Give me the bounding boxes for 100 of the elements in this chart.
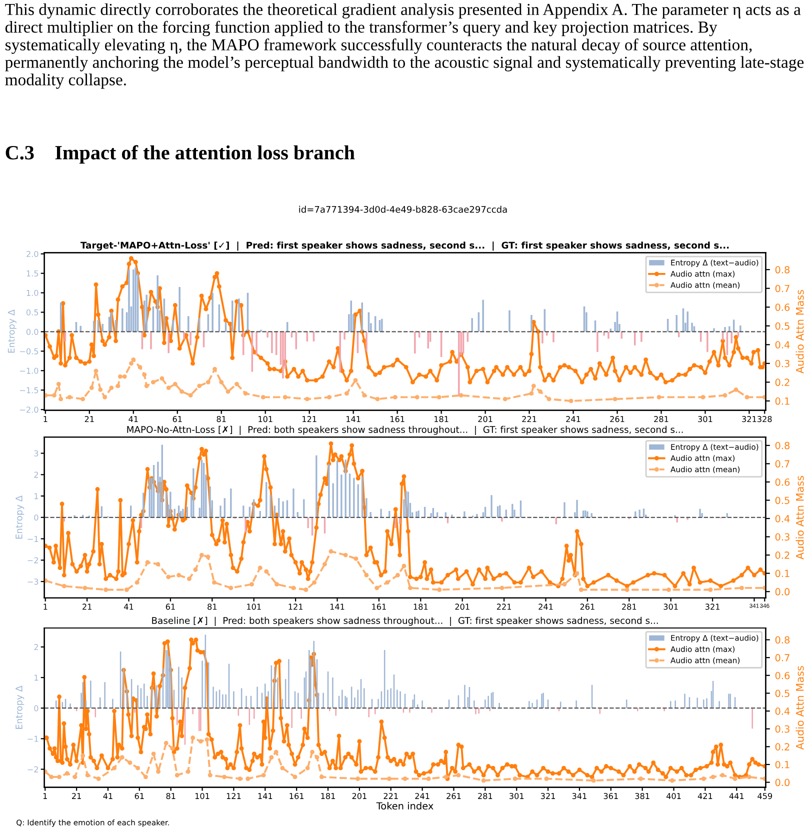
x-tick-label: 441 bbox=[729, 793, 744, 799]
x-tick-label: 301 bbox=[510, 792, 524, 800]
x-tick-label: 121 bbox=[226, 792, 241, 799]
y2-tick-label: 0.5 bbox=[775, 690, 790, 698]
x-tick-label: 381 bbox=[635, 792, 650, 800]
x-tick-label: 301 bbox=[664, 604, 678, 610]
chart-title: Target-'MAPO+Attn-Loss' [✓] | Pred: first speaker shows sadness, second s... | GT: first speaker shows sadness, second s... bbox=[80, 242, 729, 251]
x-tick-label: 141 bbox=[330, 604, 344, 610]
y2-tick-label: 0.6 bbox=[775, 304, 790, 311]
x-tick-label: 201 bbox=[478, 416, 492, 422]
x-axis-title: Token index bbox=[376, 802, 434, 810]
x-tick-label: 201 bbox=[352, 792, 366, 800]
x-tick-label: 459 bbox=[758, 792, 772, 800]
y2-tick-label: 0.1 bbox=[775, 570, 790, 578]
y-axis-title: Entropy Δ bbox=[16, 686, 24, 729]
x-tick-label: 81 bbox=[208, 604, 217, 610]
y2-tick-label: 0.3 bbox=[775, 360, 790, 368]
y2-tick-label: 0.5 bbox=[775, 322, 790, 330]
y2-axis-title: Audio Attn Mass bbox=[796, 290, 804, 374]
y2-tick-label: 0.7 bbox=[775, 284, 790, 292]
x-tick-label: 321 bbox=[742, 416, 756, 422]
x-tick-label: 41 bbox=[124, 604, 134, 610]
y2-tick-label: 0.4 bbox=[775, 708, 790, 715]
x-tick-label: 201 bbox=[455, 604, 470, 610]
x-tick-label: 101 bbox=[247, 604, 261, 610]
x-tick-label: 261 bbox=[610, 416, 624, 422]
x-tick-label: 241 bbox=[566, 416, 580, 422]
y2-tick-label: 0.6 bbox=[775, 478, 790, 486]
y-tick-label: 0 bbox=[34, 514, 38, 521]
x-tick-label: 101 bbox=[195, 792, 210, 800]
x-tick-label: 81 bbox=[166, 792, 176, 800]
x-tick-label: 81 bbox=[216, 416, 226, 422]
x-tick-label: 181 bbox=[414, 604, 428, 610]
x-tick-label: 221 bbox=[522, 416, 536, 422]
y-tick-label: 1 bbox=[34, 493, 38, 500]
x-tick-label: 328 bbox=[758, 416, 772, 422]
chart-title: MAPO-No-Attn-Loss [✗] | Pred: both speakers show sadness throughout... | GT: first speaker shows sadness, second s... bbox=[127, 426, 683, 436]
y-tick-label: 2 bbox=[34, 644, 38, 650]
y-tick-label: 0 bbox=[34, 705, 38, 712]
y2-tick-label: 0.1 bbox=[775, 760, 790, 768]
x-tick-label: 161 bbox=[372, 604, 386, 610]
y-tick-label: 3 bbox=[34, 450, 38, 456]
text: This dynamic directly corroborates the theoretical gradient analysis presented in Appendix A. The parameter η acts as a direct multiplier on the forcing function applied to the transformer’s query and key projection matrices. By systematically elevating η, the MAPO framework successfully counteracts the natural decay of source attention, permanently anchoring the model’s perceptual bandwidth to the acoustic signal and systematically preventing late-stage modality collapse. bbox=[5, 3, 804, 89]
y-tick-label: 2.0 bbox=[26, 250, 38, 258]
x-tick-label: 401 bbox=[666, 792, 681, 800]
y-tick-label: 1.5 bbox=[26, 270, 38, 277]
x-tick-label: 181 bbox=[321, 792, 335, 800]
x-tick-label: 101 bbox=[258, 416, 272, 422]
x-tick-label: 181 bbox=[434, 416, 448, 422]
x-tick-label: 41 bbox=[103, 793, 112, 799]
y-axis-title: Entropy Δ bbox=[8, 310, 16, 353]
chart-title: Baseline [✗] | Pred: both speakers show sadness throughout... | GT: first speaker shows sadness, second s... bbox=[152, 616, 658, 626]
y2-tick-label: 0.3 bbox=[775, 725, 790, 733]
y-tick-label: 1 bbox=[34, 674, 38, 681]
x-tick-label: 281 bbox=[654, 416, 668, 422]
x-tick-label: 141 bbox=[258, 793, 272, 799]
y2-axis-title: Audio Attn Mass bbox=[796, 666, 804, 750]
y-tick-label: 0.0 bbox=[26, 328, 38, 335]
y2-tick-label: 0.8 bbox=[775, 442, 790, 450]
y-tick-label: −1.5 bbox=[20, 387, 38, 394]
y-tick-label: −2 bbox=[28, 766, 38, 772]
y2-axis-title: Audio Attn Mass bbox=[796, 476, 804, 560]
y2-tick-label: 0.0 bbox=[775, 778, 790, 786]
x-tick-label: 1 bbox=[44, 416, 48, 422]
y-tick-label: −1.0 bbox=[20, 368, 38, 374]
x-tick-label: 161 bbox=[290, 792, 304, 800]
x-tick-label: 361 bbox=[604, 792, 618, 800]
x-tick-label: 241 bbox=[538, 604, 553, 610]
x-tick-label: 241 bbox=[415, 792, 430, 799]
y-tick-label: 2 bbox=[34, 472, 38, 478]
x-tick-label: 281 bbox=[478, 792, 492, 800]
x-tick-label: 21 bbox=[72, 792, 81, 799]
x-tick-label: 121 bbox=[302, 416, 316, 422]
y2-tick-label: 0.4 bbox=[775, 341, 790, 348]
x-tick-label: 41 bbox=[128, 416, 138, 422]
y2-tick-label: 0.3 bbox=[775, 533, 790, 541]
x-tick-label: 61 bbox=[172, 416, 182, 422]
x-tick-label: 21 bbox=[84, 416, 94, 422]
y-tick-label: −3 bbox=[28, 578, 38, 585]
y2-tick-label: 0.1 bbox=[775, 397, 790, 405]
x-tick-label: 21 bbox=[82, 604, 92, 610]
y2-tick-label: 0.7 bbox=[775, 654, 790, 662]
y-tick-label: −1 bbox=[28, 536, 38, 542]
x-tick-label: 61 bbox=[134, 792, 144, 800]
x-tick-label: 341 bbox=[572, 792, 586, 800]
y-axis-title: Entropy Δ bbox=[16, 496, 24, 539]
y2-tick-label: 0.8 bbox=[775, 266, 790, 274]
y2-tick-label: 0.2 bbox=[775, 378, 790, 386]
y2-tick-label: 0.6 bbox=[775, 672, 790, 680]
y-tick-label: −2 bbox=[28, 557, 38, 564]
x-tick-label: 141 bbox=[346, 416, 360, 422]
y2-tick-label: 0.8 bbox=[775, 636, 790, 644]
y-tick-label: 0.5 bbox=[26, 309, 38, 316]
x-tick-label: 321 bbox=[540, 792, 555, 800]
y2-tick-label: 0.5 bbox=[775, 496, 790, 504]
y-tick-label: 1.0 bbox=[26, 290, 38, 296]
x-tick-label: 161 bbox=[390, 416, 404, 422]
x-tick-label: 261 bbox=[446, 792, 461, 800]
x-tick-label: 261 bbox=[580, 604, 594, 610]
x-tick-label: 61 bbox=[166, 604, 175, 610]
